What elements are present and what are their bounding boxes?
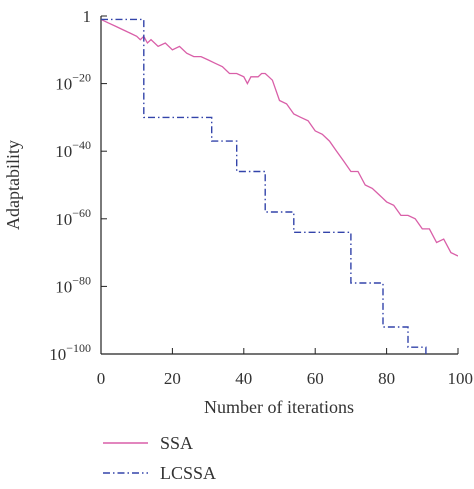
plot-area — [101, 18, 458, 354]
x-tick-label: 80 — [378, 369, 395, 388]
y-tick-label: 10−100 — [49, 341, 91, 364]
x-tick-label: 60 — [307, 369, 324, 388]
series-line-ssa — [101, 18, 458, 257]
y-tick-label: 10−80 — [55, 273, 91, 296]
legend-label-ssa: SSA — [160, 433, 193, 453]
x-tick-label: 100 — [448, 369, 474, 388]
y-axis-title: Adaptability — [3, 140, 23, 230]
y-tick-label: 10−60 — [55, 206, 91, 229]
x-tick-label: 40 — [235, 369, 252, 388]
y-tick-label: 1 — [83, 7, 92, 26]
x-tick-label: 0 — [97, 369, 106, 388]
legend-label-lcssa: LCSSA — [160, 463, 216, 483]
y-tick-label: 10−40 — [55, 138, 91, 161]
series-line-lcssa — [101, 18, 427, 354]
tick-labels: 0 20 40 60 80 100 1 10−20 10−40 10−60 10−80 10−100 — [49, 7, 473, 388]
axis-ticks — [100, 15, 459, 355]
legend: SSA LCSSA — [103, 433, 216, 483]
y-tick-label: 10−20 — [55, 71, 91, 94]
x-axis-title: Number of iterations — [204, 397, 354, 417]
x-tick-label: 20 — [164, 369, 181, 388]
